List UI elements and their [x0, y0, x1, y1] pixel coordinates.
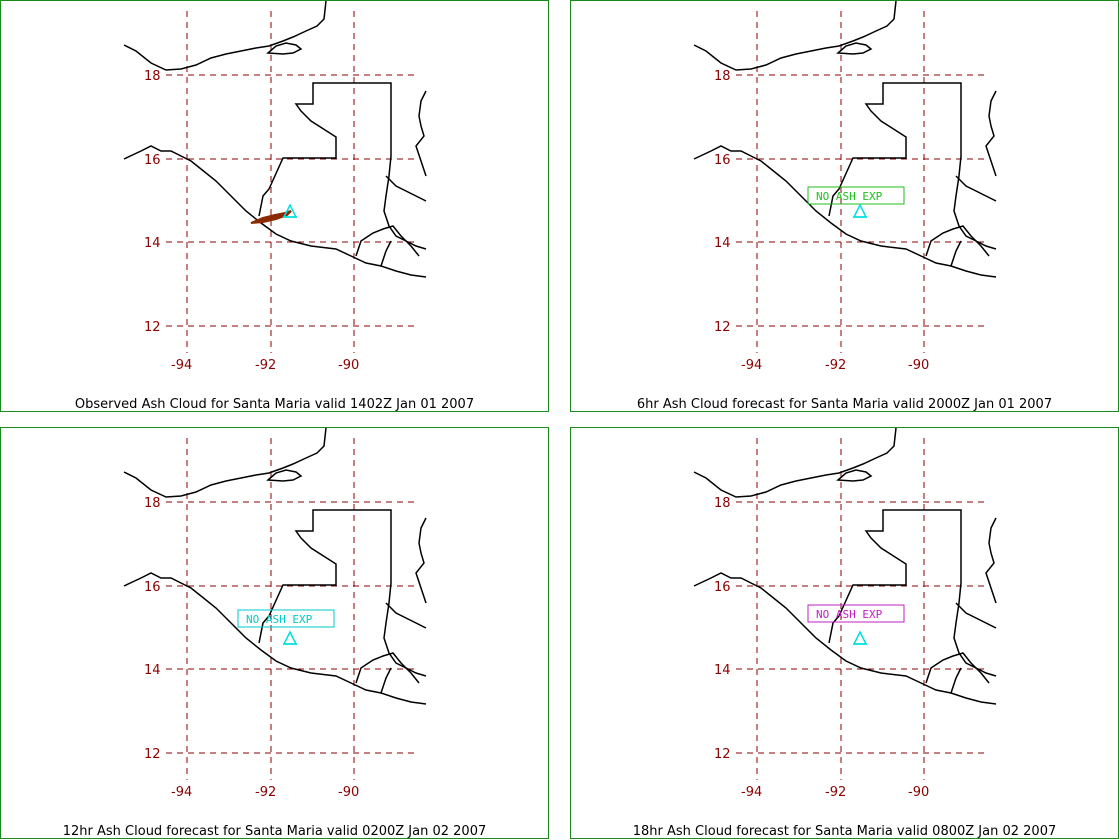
status-box-border	[237, 609, 335, 628]
coastline-path	[415, 517, 427, 604]
lon-tick-label: -90	[908, 785, 929, 800]
map-svg: NO ASH EXP 18 16 14 12 -94 -92 -90	[123, 428, 427, 800]
ash-cloud-shape	[250, 210, 292, 224]
lon-tick-label: -92	[825, 785, 846, 800]
coastline-path	[693, 1, 897, 71]
coastline-path	[950, 240, 962, 267]
triangle-icon	[852, 630, 868, 645]
status-box-border	[807, 186, 905, 205]
map-svg: NO ASH EXP 18 16 14 12 -94 -92 -90	[693, 428, 997, 800]
lat-tick-label: 14	[714, 663, 731, 678]
lon-tick-label: -90	[908, 358, 929, 373]
map-panel-18hr: NO ASH EXP 18 16 14 12 -94 -92 -90 18hr Ash Cl…	[570, 427, 1119, 839]
lat-tick-label: 14	[144, 663, 161, 678]
tick-labels: 18 16 14 12 -94 -92 -90	[144, 496, 359, 800]
volcano-marker	[282, 203, 298, 218]
coastline-path	[693, 572, 997, 705]
coastline-path	[258, 82, 427, 250]
coastline-path	[380, 240, 392, 267]
lon-tick-label: -94	[171, 358, 192, 373]
coastline-path	[828, 82, 997, 250]
status-box: NO ASH EXP	[807, 186, 905, 205]
coastline-path	[985, 517, 997, 604]
coastline-path	[985, 90, 997, 177]
status-box: NO ASH EXP	[237, 609, 335, 628]
lon-tick-label: -94	[171, 785, 192, 800]
map-panel-6hr: NO ASH EXP 18 16 14 12 -94 -92 -90 6hr Ash Clo…	[570, 0, 1119, 412]
coastline	[123, 1, 427, 278]
coastline-path	[266, 469, 303, 482]
lat-tick-label: 16	[714, 580, 731, 595]
lat-tick-label: 16	[144, 153, 161, 168]
ash-cloud	[250, 210, 292, 224]
tick-labels: 18 16 14 12 -94 -92 -90	[144, 69, 359, 373]
lat-tick-label: 18	[144, 69, 161, 84]
panel-caption: 12hr Ash Cloud forecast for Santa Maria …	[62, 824, 487, 839]
triangle-icon	[282, 630, 298, 645]
coastline-path	[385, 602, 427, 629]
lon-tick-label: -90	[338, 785, 359, 800]
lat-tick-label: 12	[144, 320, 161, 335]
lat-tick-label: 14	[714, 236, 731, 251]
status-box-border	[807, 604, 905, 623]
lat-tick-label: 16	[144, 580, 161, 595]
coastline-path	[955, 602, 997, 629]
map-svg: 18 16 14 12 -94 -92 -90	[123, 1, 427, 373]
lon-tick-label: -92	[255, 785, 276, 800]
lon-tick-label: -94	[741, 358, 762, 373]
tick-labels: 18 16 14 12 -94 -92 -90	[714, 69, 929, 373]
coastline-path	[950, 667, 962, 694]
coastline-path	[355, 652, 420, 684]
status-box: NO ASH EXP	[807, 604, 905, 623]
coastline-path	[123, 1, 327, 71]
coastline-path	[355, 225, 420, 257]
coastline-path	[415, 90, 427, 177]
coastline-path	[955, 175, 997, 202]
lon-tick-label: -94	[741, 785, 762, 800]
lon-tick-label: -92	[825, 358, 846, 373]
map-svg: NO ASH EXP 18 16 14 12 -94 -92 -90	[693, 1, 997, 373]
lat-tick-label: 14	[144, 236, 161, 251]
tick-labels: 18 16 14 12 -94 -92 -90	[714, 496, 929, 800]
coastline-path	[693, 145, 997, 278]
lat-tick-label: 12	[714, 747, 731, 762]
coastline-path	[836, 42, 873, 55]
coastline	[123, 428, 427, 705]
map-panel-observed: 18 16 14 12 -94 -92 -90 Observed Ash Cloud for…	[0, 0, 549, 412]
triangle-icon	[852, 203, 868, 218]
coastline-path	[925, 225, 990, 257]
status-text: NO ASH EXP	[816, 608, 883, 621]
coastline-path	[380, 667, 392, 694]
panel-caption: 6hr Ash Cloud forecast for Santa Maria v…	[636, 397, 1053, 412]
panel-caption: Observed Ash Cloud for Santa Maria valid…	[74, 397, 475, 412]
coastline-path	[123, 572, 427, 705]
coastline-path	[266, 42, 303, 55]
lat-tick-label: 12	[714, 320, 731, 335]
coastline-path	[925, 652, 990, 684]
volcano-marker	[852, 203, 868, 218]
coastline-path	[693, 428, 897, 498]
lat-tick-label: 12	[144, 747, 161, 762]
coastline-path	[123, 428, 327, 498]
lon-tick-label: -92	[255, 358, 276, 373]
lat-tick-label: 18	[144, 496, 161, 511]
map-panel-12hr: NO ASH EXP 18 16 14 12 -94 -92 -90 12hr Ash Cl…	[0, 427, 549, 839]
coastline	[693, 428, 997, 705]
coastline-path	[828, 509, 997, 677]
lat-tick-label: 18	[714, 496, 731, 511]
status-text: NO ASH EXP	[816, 190, 883, 203]
lon-tick-label: -90	[338, 358, 359, 373]
panel-caption: 18hr Ash Cloud forecast for Santa Maria …	[632, 824, 1057, 839]
lat-tick-label: 16	[714, 153, 731, 168]
coastline-path	[836, 469, 873, 482]
volcano-marker	[282, 630, 298, 645]
coastline-path	[385, 175, 427, 202]
coastline-path	[258, 509, 427, 677]
coastline	[693, 1, 997, 278]
status-text: NO ASH EXP	[246, 613, 313, 626]
coastline-path	[123, 145, 427, 278]
lat-tick-label: 18	[714, 69, 731, 84]
volcano-marker	[852, 630, 868, 645]
